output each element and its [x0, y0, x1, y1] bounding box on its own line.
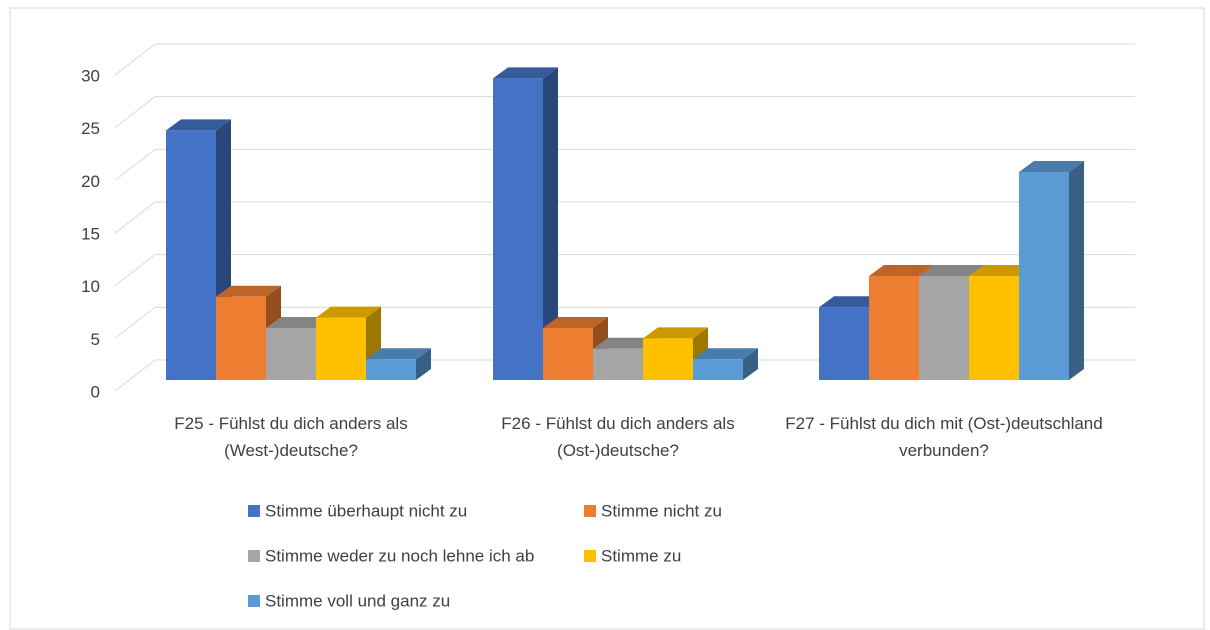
bar-top — [1019, 161, 1084, 172]
bar-front — [643, 338, 693, 380]
bar-top — [643, 327, 708, 339]
legend-label: Stimme weder zu noch lehne ich ab — [265, 546, 534, 565]
legend-swatch — [248, 595, 260, 607]
grid-line — [114, 201, 156, 234]
bar-front — [316, 317, 366, 380]
y-tick-label: 15 — [81, 224, 100, 243]
y-tick-label: 0 — [91, 382, 100, 401]
bar-front — [969, 276, 1019, 380]
bar-front — [869, 276, 919, 380]
bar-top — [593, 337, 658, 349]
bar-top — [493, 67, 558, 79]
bar-front — [1019, 172, 1069, 380]
bar-top — [819, 296, 884, 308]
bar-top — [543, 317, 608, 328]
bar-front — [819, 307, 869, 380]
bar-front — [919, 276, 969, 380]
bar-side — [543, 67, 558, 381]
grid-line — [114, 306, 156, 339]
y-tick-label: 30 — [81, 66, 100, 85]
grid-line — [114, 96, 156, 129]
bar-top — [969, 265, 1034, 276]
bar-front — [266, 328, 316, 380]
legend-swatch — [584, 505, 596, 517]
legend-swatch — [248, 505, 260, 517]
bar-top — [266, 317, 331, 328]
bar — [366, 348, 431, 380]
bar-top — [693, 348, 758, 360]
x-tick-label: F25 - Fühlst du dich anders als (West-)d… — [174, 414, 408, 460]
x-tick-label: F27 - Fühlst du dich mit (Ost-)deutschla… — [785, 414, 1103, 460]
bar-front — [593, 348, 643, 380]
grid-line — [114, 254, 156, 287]
grid-line — [114, 359, 156, 392]
bar-front — [216, 296, 266, 380]
bar — [493, 67, 558, 381]
bar-top — [166, 119, 231, 131]
bar-side — [743, 348, 758, 380]
bar-front — [366, 359, 416, 380]
legend-label: Stimme zu — [601, 546, 681, 565]
bar — [693, 348, 758, 380]
y-tick-label: 20 — [81, 172, 100, 191]
bar-top — [869, 265, 934, 276]
legend-label: Stimme überhaupt nicht zu — [265, 501, 467, 520]
legend-swatch — [248, 550, 260, 562]
bar-top — [919, 265, 984, 276]
y-tick-label: 10 — [81, 277, 100, 296]
bar-front — [693, 359, 743, 380]
legend-swatch — [584, 550, 596, 562]
bar-front — [166, 130, 216, 380]
x-tick-label: F26 - Fühlst du dich anders als (Ost-)de… — [501, 414, 735, 460]
grid-line — [114, 43, 156, 76]
grid-line — [114, 148, 156, 181]
bar-front — [543, 328, 593, 380]
y-tick-label: 5 — [91, 330, 100, 349]
bar-side — [1069, 161, 1084, 380]
bar-top — [366, 348, 431, 360]
bar — [1019, 161, 1084, 380]
bar-top — [316, 306, 381, 318]
y-tick-label: 25 — [81, 119, 100, 138]
legend-label: Stimme voll und ganz zu — [265, 591, 450, 610]
bar-top — [216, 285, 281, 297]
bar-side — [416, 348, 431, 380]
legend-label: Stimme nicht zu — [601, 501, 722, 520]
bar-front — [493, 78, 543, 381]
